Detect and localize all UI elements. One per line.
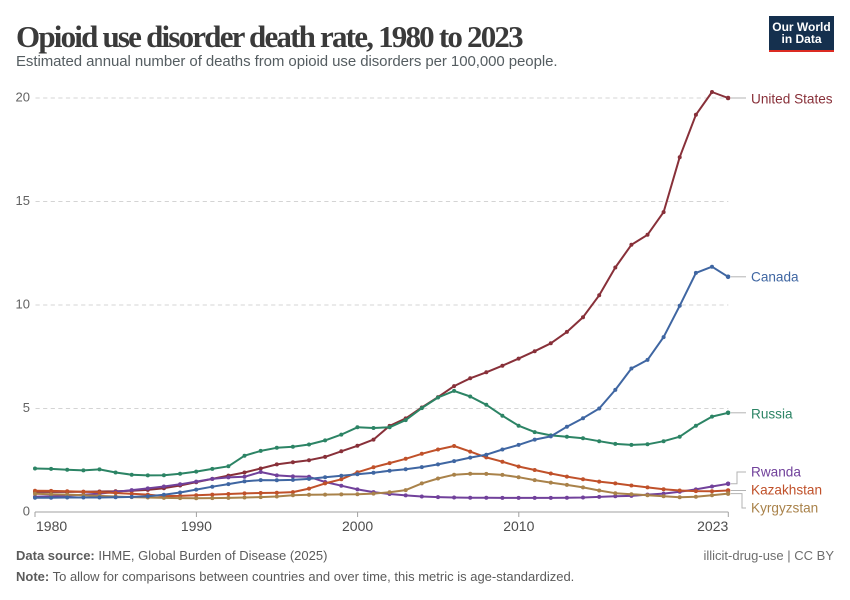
svg-text:2023: 2023 [697, 518, 728, 534]
svg-text:10: 10 [16, 297, 30, 312]
svg-text:Russia: Russia [751, 407, 793, 422]
svg-text:Kyrgyzstan: Kyrgyzstan [751, 501, 818, 516]
svg-text:15: 15 [16, 193, 30, 208]
svg-text:0: 0 [23, 504, 30, 519]
svg-text:Canada: Canada [751, 270, 799, 285]
svg-text:2000: 2000 [342, 518, 373, 534]
svg-text:20: 20 [16, 90, 30, 105]
svg-text:2010: 2010 [503, 518, 534, 534]
svg-text:Kazakhstan: Kazakhstan [751, 483, 822, 498]
svg-text:1980: 1980 [36, 518, 67, 534]
svg-text:5: 5 [23, 400, 30, 415]
svg-text:United States: United States [751, 92, 833, 107]
svg-text:Rwanda: Rwanda [751, 465, 801, 480]
svg-text:1990: 1990 [181, 518, 212, 534]
